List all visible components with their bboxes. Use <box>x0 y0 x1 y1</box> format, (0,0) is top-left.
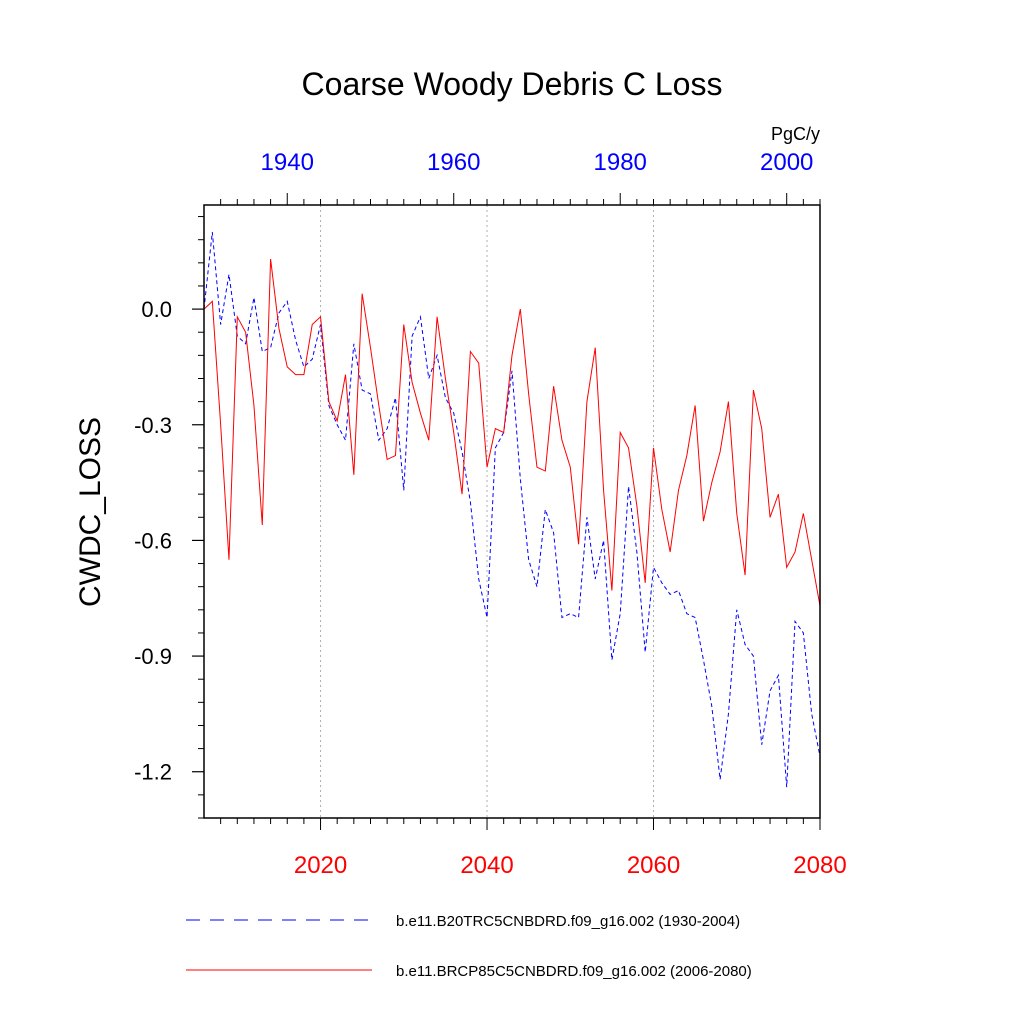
y-tick-label: -0.6 <box>134 528 172 553</box>
legend-label: b.e11.BRCP85C5CNBDRD.f09_g16.002 (2006-2… <box>396 963 752 980</box>
series-lines <box>203 231 821 788</box>
x-top-tick-label: 1940 <box>261 149 314 176</box>
units-label: PgC/y <box>771 124 820 144</box>
y-tick-label: -0.3 <box>134 413 172 438</box>
series-line-historical <box>203 231 821 788</box>
y-tick-label: 0.0 <box>141 297 172 322</box>
x-top-tick-label: 1980 <box>594 149 647 176</box>
chart-title: Coarse Woody Debris C Loss <box>302 66 723 102</box>
y-tick-label: -1.2 <box>134 760 172 785</box>
series-line-rcp85 <box>203 258 821 607</box>
x-bottom-tick-label: 2060 <box>627 852 680 879</box>
axes: 0.0 -0.3 -0.6 -0.9 -1.2 2020 2040 2060 2080 1940 1… <box>134 149 847 879</box>
x-top-tick-label: 1960 <box>427 149 480 176</box>
plot-frame <box>203 204 821 819</box>
y-tick-label: -0.9 <box>134 644 172 669</box>
x-bottom-tick-label: 2040 <box>460 852 513 879</box>
legend: b.e11.B20TRC5CNBDRD.f09_g16.002 (1930-20… <box>186 913 752 980</box>
x-bottom-tick-label: 2080 <box>793 852 846 879</box>
legend-label: b.e11.B20TRC5CNBDRD.f09_g16.002 (1930-20… <box>396 913 740 930</box>
grid-lines <box>320 205 655 818</box>
x-top-tick-label: 2000 <box>760 149 813 176</box>
x-bottom-tick-label: 2020 <box>294 852 347 879</box>
y-axis-label: CWDC_LOSS <box>74 417 107 607</box>
